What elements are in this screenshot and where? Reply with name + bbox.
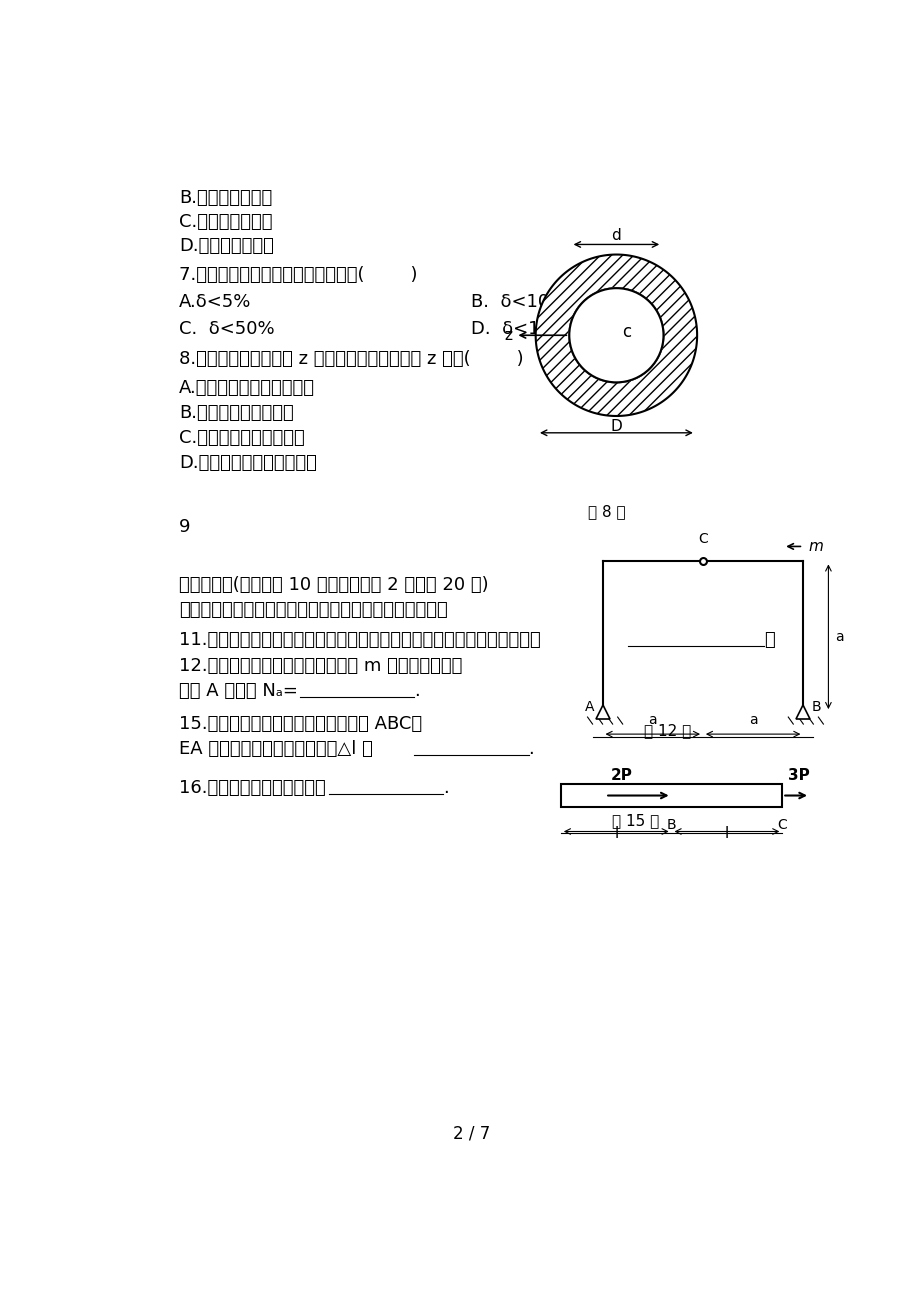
Text: B.一次超静定结构: B.一次超静定结构 <box>179 189 272 207</box>
Text: 8.如图，若截面图形的 z 轴过形心，则该图形对 z 轴的(        ): 8.如图，若截面图形的 z 轴过形心，则该图形对 z 轴的( ) <box>179 350 523 367</box>
Text: 7.工程上，通常脆性材料的延伸率为(        ): 7.工程上，通常脆性材料的延伸率为( ) <box>179 266 417 284</box>
Text: 11.力是物体间的相互机械作用，故总是成对出现，这对力方向相反，大小: 11.力是物体间的相互机械作用，故总是成对出现，这对力方向相反，大小 <box>179 631 540 650</box>
Text: z: z <box>504 328 512 342</box>
Text: C.  δ<50%: C. δ<50% <box>179 320 275 337</box>
Text: 9: 9 <box>179 518 190 536</box>
Text: 16.图示钉盖挤压面的面积为: 16.图示钉盖挤压面的面积为 <box>179 779 325 797</box>
Text: D.三次超静定结构: D.三次超静定结构 <box>179 237 274 255</box>
Text: .: . <box>443 779 448 797</box>
Text: D.静矩为零，惯性矩不为零: D.静矩为零，惯性矩不为零 <box>179 454 317 473</box>
Text: D.  δ<100%: D. δ<100% <box>471 320 579 337</box>
Text: 题 15 图: 题 15 图 <box>611 814 658 828</box>
Text: B: B <box>811 700 820 713</box>
Bar <box>561 784 781 806</box>
Text: 15.图示受轴向荷载作用的等截面直杆 ABC，: 15.图示受轴向荷载作用的等截面直杆 ABC， <box>179 715 422 733</box>
Text: 题 12 图: 题 12 图 <box>643 723 690 738</box>
Text: 2P: 2P <box>610 768 632 784</box>
Text: A.δ<5%: A.δ<5% <box>179 293 251 311</box>
Text: a: a <box>748 713 756 727</box>
Text: 支座 A 的反力 Nₐ=: 支座 A 的反力 Nₐ= <box>179 681 298 699</box>
Text: A.静矩不为零，惯性矩为零: A.静矩不为零，惯性矩为零 <box>179 379 315 397</box>
Text: 。: 。 <box>763 631 774 650</box>
Text: D: D <box>610 418 621 434</box>
Text: m: m <box>808 539 823 553</box>
Text: B: B <box>666 818 675 832</box>
Text: C.静矩和惯性矩均不为零: C.静矩和惯性矩均不为零 <box>179 428 304 447</box>
Text: C.二次超静定结构: C.二次超静定结构 <box>179 214 272 232</box>
Circle shape <box>569 288 663 383</box>
Text: C: C <box>698 533 707 547</box>
Text: A: A <box>584 700 594 713</box>
Text: l: l <box>724 825 728 841</box>
Text: a: a <box>648 713 656 727</box>
Text: 12.三铰刚架如图所示，在力偶矩为 m 的力偶作用下，: 12.三铰刚架如图所示，在力偶矩为 m 的力偶作用下， <box>179 656 462 674</box>
Text: 2 / 7: 2 / 7 <box>452 1125 490 1143</box>
Text: 3P: 3P <box>788 768 809 784</box>
Text: B.  δ<10%: B. δ<10% <box>471 293 566 311</box>
Text: .: . <box>414 681 420 699</box>
Text: .: . <box>528 740 534 758</box>
Text: EA 为常数，杆件的轴向总变形△l 为: EA 为常数，杆件的轴向总变形△l 为 <box>179 740 372 758</box>
Text: B.静矩和惯性矩均为零: B.静矩和惯性矩均为零 <box>179 404 293 422</box>
Text: 请在每小题的空格中填上正确答案。错填、不填均无分。: 请在每小题的空格中填上正确答案。错填、不填均无分。 <box>179 602 448 620</box>
Text: c: c <box>621 323 630 341</box>
Text: a: a <box>834 630 843 643</box>
PathPatch shape <box>535 255 697 415</box>
Text: d: d <box>611 228 620 243</box>
Text: 二、填空题(本大题共 10 小题，每小题 2 分，共 20 分): 二、填空题(本大题共 10 小题，每小题 2 分，共 20 分) <box>179 577 488 594</box>
Text: l: l <box>614 825 618 841</box>
Text: C: C <box>777 818 787 832</box>
Text: 题 8 图: 题 8 图 <box>587 505 625 519</box>
